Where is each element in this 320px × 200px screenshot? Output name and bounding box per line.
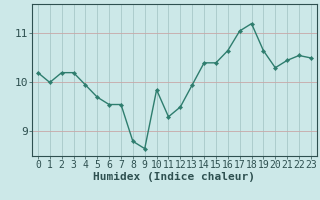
X-axis label: Humidex (Indice chaleur): Humidex (Indice chaleur) xyxy=(93,172,255,182)
